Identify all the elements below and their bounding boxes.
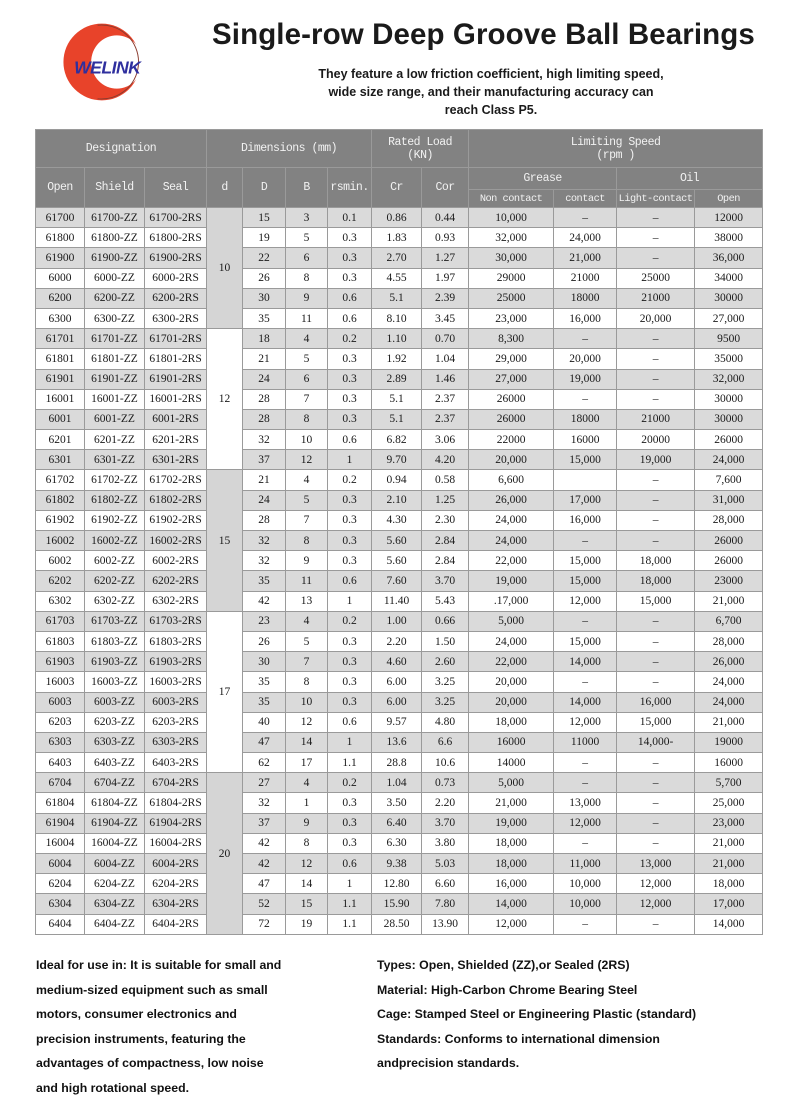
svg-text:WELINK: WELINK (74, 58, 142, 78)
